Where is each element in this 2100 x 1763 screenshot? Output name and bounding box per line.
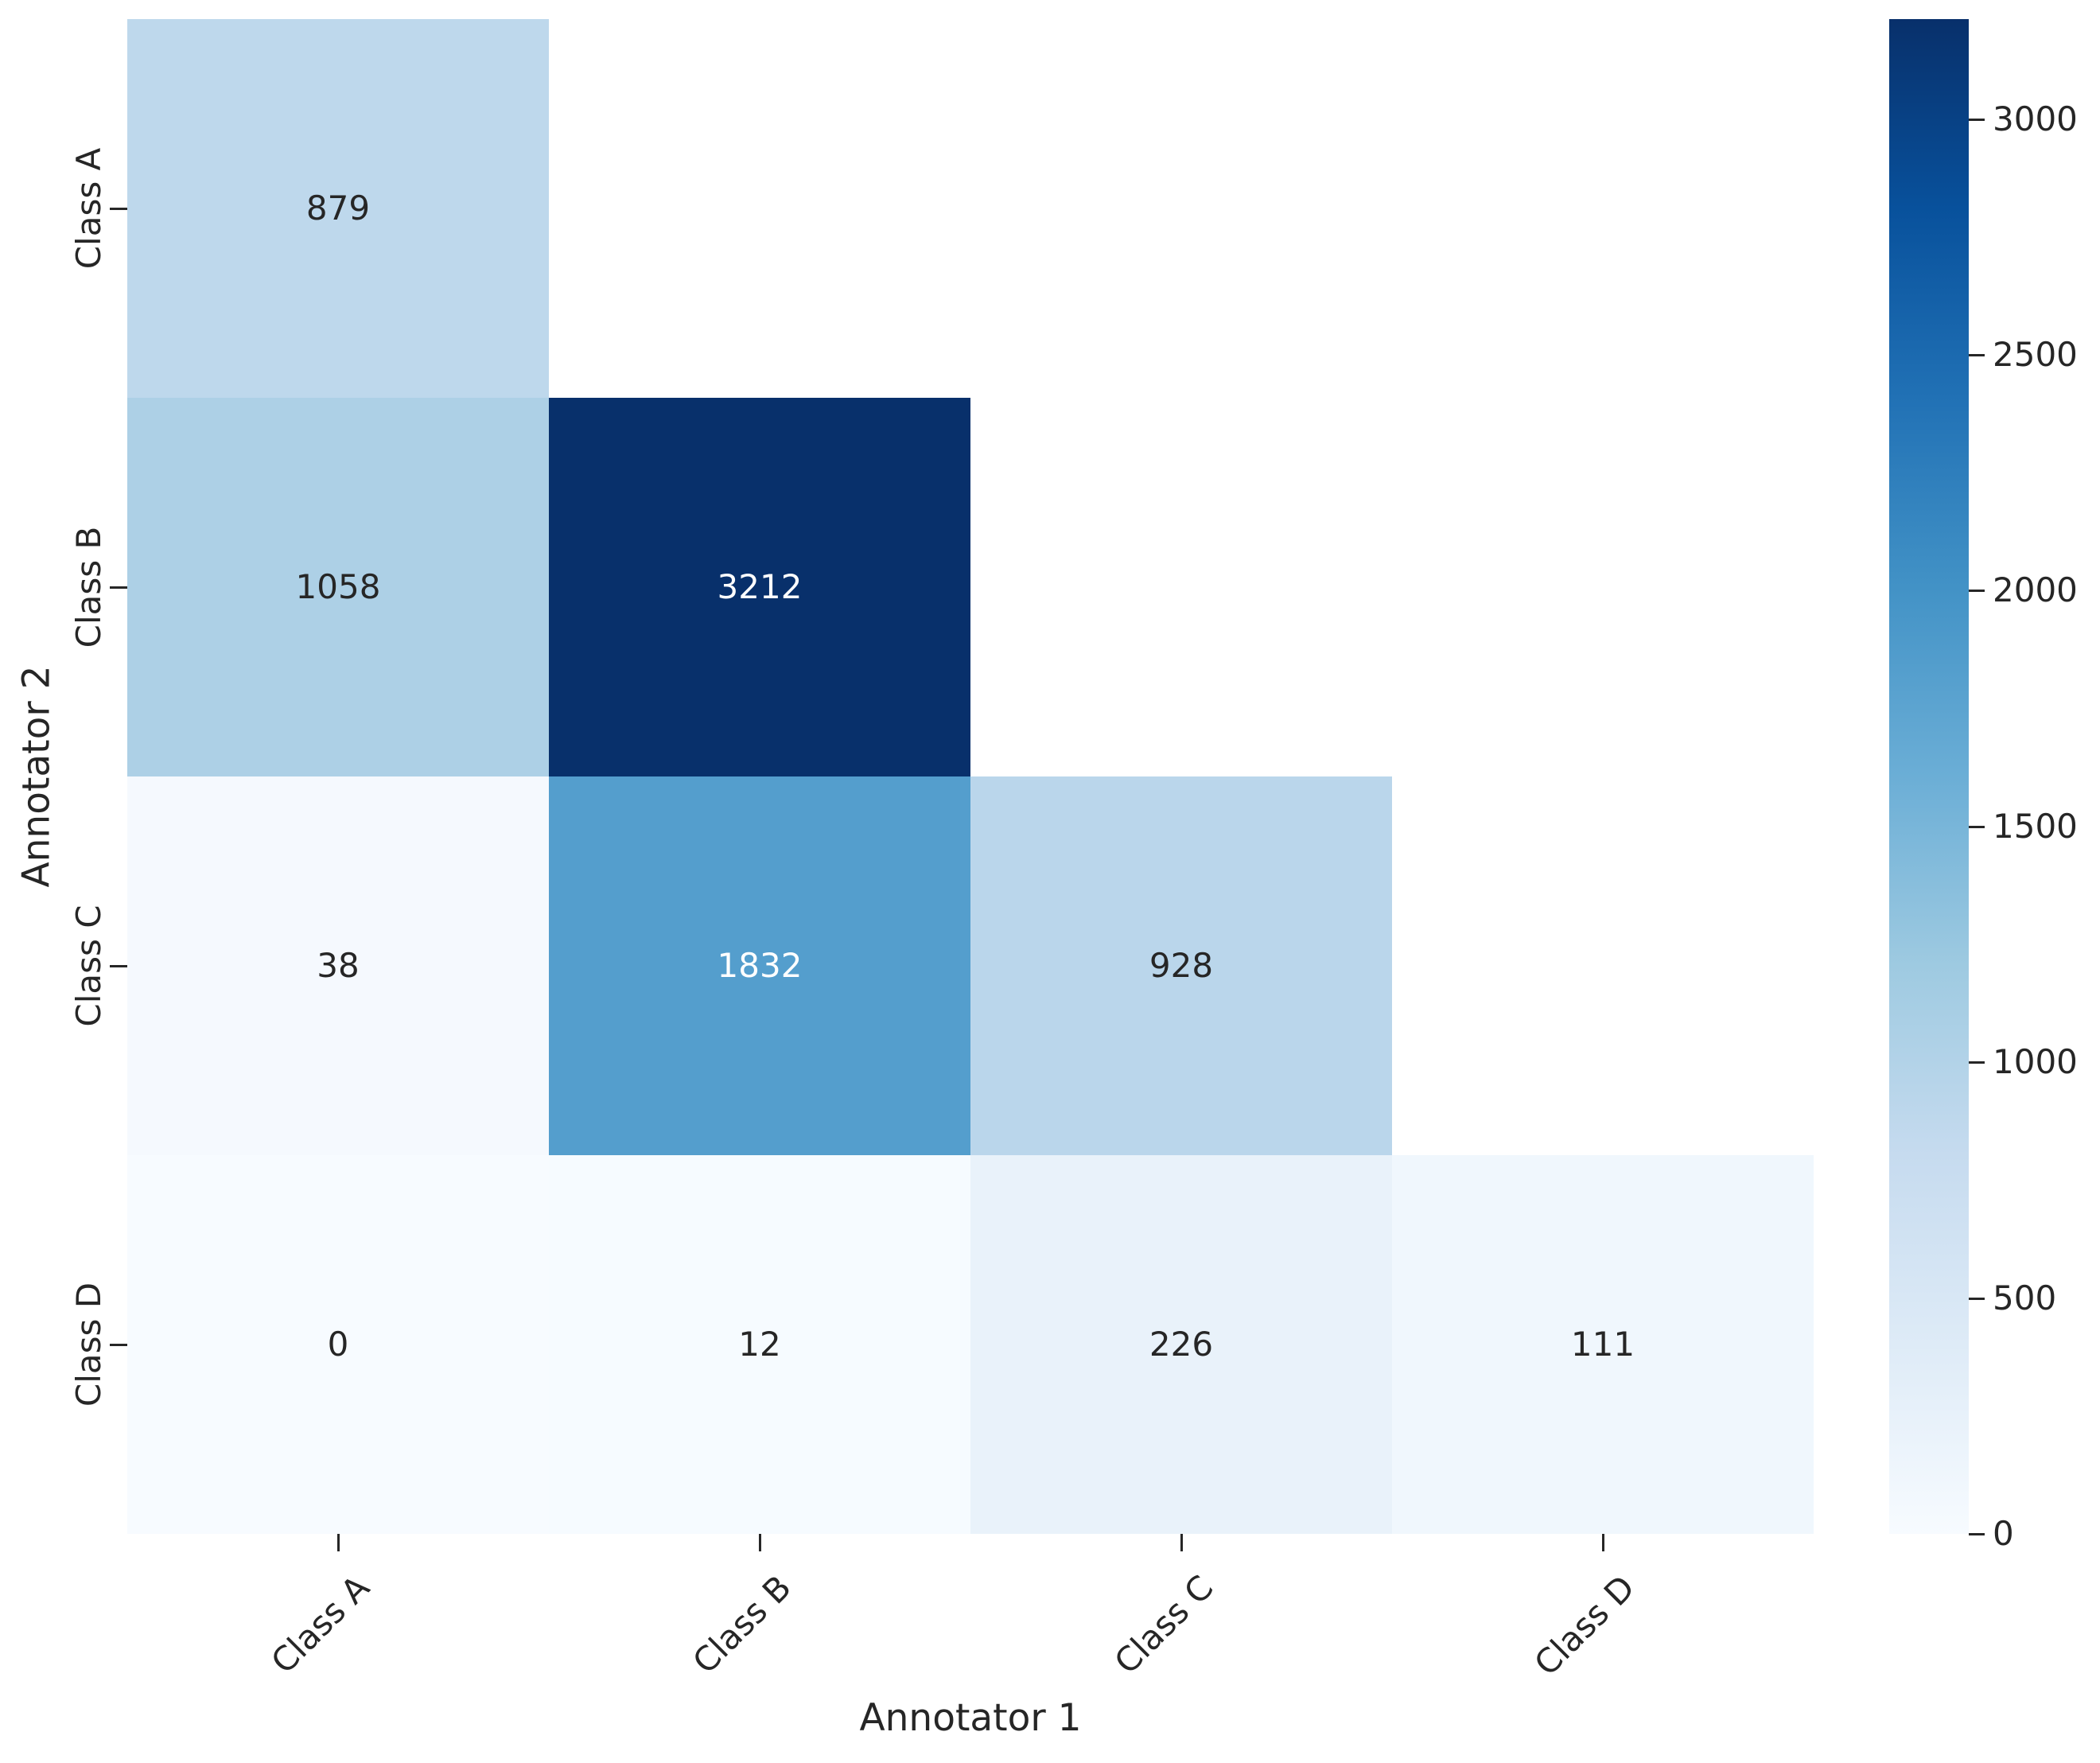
y-tick-mark <box>110 208 127 210</box>
heatmap-cell: 226 <box>970 1155 1392 1534</box>
colorbar-tick-mark <box>1969 118 1985 121</box>
colorbar-tick-label: 500 <box>1993 1278 2057 1317</box>
x-tick-label: Class A <box>263 1567 378 1682</box>
cell-value: 111 <box>1570 1325 1635 1364</box>
heatmap-cell: 879 <box>127 19 549 398</box>
colorbar-tick-label: 1000 <box>1993 1042 2078 1082</box>
cell-value: 0 <box>327 1325 349 1364</box>
colorbar-tick-label: 0 <box>1993 1513 2014 1553</box>
x-tick-mark <box>337 1534 340 1551</box>
heatmap-cell: 111 <box>1392 1155 1814 1534</box>
cell-value: 1832 <box>717 946 803 985</box>
cell-value: 1058 <box>295 567 381 606</box>
x-tick-mark <box>1602 1534 1604 1551</box>
heatmap-cell: 1058 <box>127 398 549 776</box>
heatmap-cell: 928 <box>970 776 1392 1155</box>
y-tick-mark <box>110 965 127 967</box>
x-axis-title: Annotator 1 <box>859 1696 1082 1740</box>
y-axis-title: Annotator 2 <box>14 665 59 888</box>
y-tick-label: Class C <box>68 905 108 1027</box>
colorbar-tick-label: 2500 <box>1993 334 2078 374</box>
x-tick-label: Class B <box>685 1567 799 1682</box>
x-tick-mark <box>759 1534 761 1551</box>
heatmap-cell: 0 <box>127 1155 549 1534</box>
colorbar-tick-mark <box>1969 354 1985 357</box>
colorbar-tick-mark <box>1969 825 1985 828</box>
x-tick-label: Class C <box>1106 1567 1221 1682</box>
colorbar-tick-label: 1500 <box>1993 806 2078 846</box>
cell-value: 38 <box>317 946 360 985</box>
colorbar-tick-mark <box>1969 590 1985 593</box>
colorbar-tick-mark <box>1969 1533 1985 1535</box>
x-tick-label: Class D <box>1526 1567 1643 1683</box>
colorbar-tick-label: 2000 <box>1993 570 2078 610</box>
heatmap-cell: 3212 <box>549 398 970 776</box>
cell-value: 3212 <box>717 567 803 606</box>
y-tick-mark <box>110 586 127 589</box>
y-tick-label: Class A <box>68 147 108 270</box>
cell-value: 12 <box>738 1325 781 1364</box>
x-tick-mark <box>1180 1534 1183 1551</box>
heatmap-cell: 38 <box>127 776 549 1155</box>
heatmap-cell: 1832 <box>549 776 970 1155</box>
heatmap-cell: 12 <box>549 1155 970 1534</box>
y-tick-label: Class D <box>68 1282 108 1407</box>
y-tick-mark <box>110 1344 127 1346</box>
y-tick-label: Class B <box>68 526 108 648</box>
cell-value: 879 <box>305 189 371 228</box>
colorbar <box>1889 19 1969 1534</box>
colorbar-tick-mark <box>1969 1061 1985 1064</box>
cell-value: 226 <box>1149 1325 1214 1364</box>
colorbar-tick-label: 3000 <box>1993 99 2078 138</box>
colorbar-tick-mark <box>1969 1297 1985 1300</box>
cell-value: 928 <box>1149 946 1214 985</box>
